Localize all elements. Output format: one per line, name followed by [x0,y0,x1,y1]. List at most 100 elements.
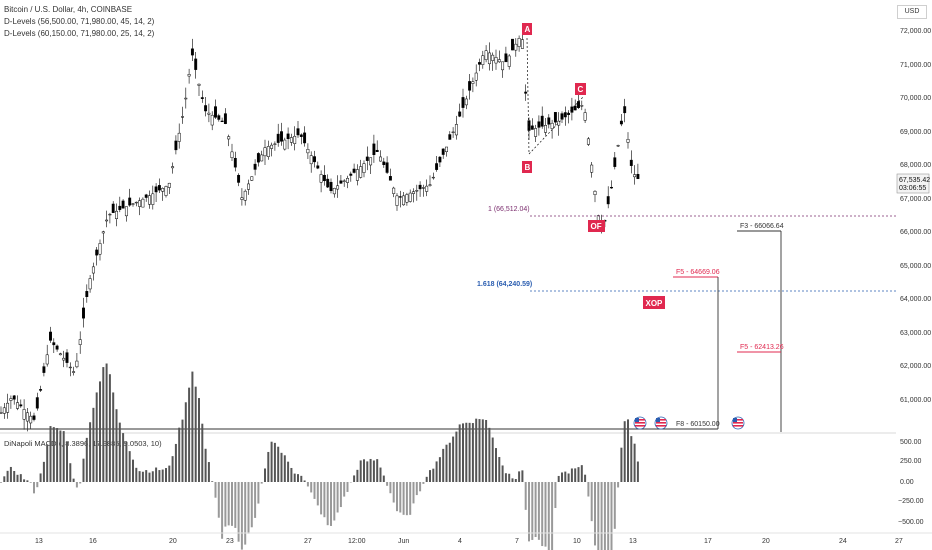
candle-body [253,163,257,170]
macd-bar [224,482,227,527]
macd-bar [62,431,65,482]
macd-bar [194,386,197,482]
macd-bar [155,467,158,482]
us-flag-icon[interactable] [731,416,745,430]
macd-bar [412,482,415,504]
candle-body [197,83,201,86]
macd-bar [531,482,534,540]
macd-bar [392,482,395,503]
macd-bar [306,482,309,487]
candle-body [517,38,521,47]
macd-bar [72,478,75,482]
macd-bar [590,482,593,522]
macd-bar [630,436,633,482]
candle-body [289,137,293,143]
candle-body [177,132,181,142]
indicator-legend-1[interactable]: D-Levels (56,500.00, 71,980.00, 45, 14, … [4,17,155,26]
candle-body [613,157,617,167]
macd-bar [277,446,280,482]
pattern-label-a: A [522,23,532,35]
macd-bar [79,482,82,484]
macd-bar [458,424,461,482]
candle-body [626,138,630,143]
candle-body [45,354,49,365]
time-tick: 17 [704,538,712,545]
price-tick: 71,000.00 [900,62,931,69]
macd-bar [165,468,167,482]
price-tick: 70,000.00 [900,95,931,102]
indicator-legend-2[interactable]: D-Levels (60,150.00, 71,980.00, 25, 14, … [4,29,155,38]
macd-bar [369,458,372,482]
macd-tick: 250.00 [900,458,922,465]
macd-bar [115,409,118,482]
candle-body [445,146,448,152]
time-tick: 23 [226,538,234,545]
price-axis: 72,000.00 71,000.00 70,000.00 69,000.00 … [900,28,931,404]
candle-body [237,174,241,183]
candle-body [75,360,79,368]
candle-body [573,105,577,111]
candle-body [577,101,580,108]
harmonic-pattern [526,37,585,155]
candle-body [190,48,194,56]
candle-body [534,128,538,137]
macd-bar [425,476,428,482]
candle-body [233,157,237,168]
macd-bar [9,466,12,482]
macd-bar [607,482,610,550]
time-tick: 27 [304,538,312,545]
candle-body [187,74,191,77]
candle-body [355,169,359,181]
candle-body [435,163,439,170]
level-label-f5b: F5 - 62413.26 [740,344,784,351]
macd-bar [623,421,626,482]
currency-button[interactable]: USD [897,5,927,19]
macd-bar [409,482,412,515]
macd-bar [267,451,270,482]
candle-body [507,55,511,67]
macd-bar [13,471,16,482]
macd-bar [438,457,441,482]
candle-body [151,193,155,205]
candle-body [207,112,211,115]
pattern-label-c: C [575,83,586,95]
candle-body [299,134,303,137]
macd-bar [19,474,22,482]
candle-body [633,174,637,178]
candlestick-series [0,34,640,432]
macd-bar [36,482,39,488]
macd-bar [316,482,319,506]
macd-bar [135,467,138,482]
candle-body [82,307,85,319]
candle-body [537,121,541,128]
candle-body [78,339,82,345]
macd-bar [600,482,603,550]
candle-body [408,192,412,202]
candle-body [514,43,518,51]
candle-body [553,112,557,123]
candle-body [616,145,620,147]
macd-bar [178,427,181,482]
macd-bar [69,463,72,482]
candle-body [148,195,151,205]
candle-body [431,176,435,179]
candle-body [62,357,66,361]
us-flag-icon[interactable] [654,416,668,430]
price-tick: 67,000.00 [900,196,931,203]
macd-bar [290,467,293,482]
us-flag-icon[interactable] [633,416,647,430]
macd-bar [339,482,342,508]
macd-bar [495,448,497,482]
chart-title[interactable]: Bitcoin / U.S. Dollar, 4h, COINBASE [4,5,133,14]
macd-bar [580,465,583,482]
candle-body [550,122,554,129]
candle-body [497,59,501,63]
candle-body [346,178,349,183]
projection-levels: 1 (66,512.04) 1.618 (64,240.59) F3 - 660… [0,206,896,432]
macd-bar [326,482,329,526]
candle-body [487,52,491,65]
candle-body [369,157,373,166]
candle-body [563,112,567,118]
event-icons[interactable] [633,416,745,430]
